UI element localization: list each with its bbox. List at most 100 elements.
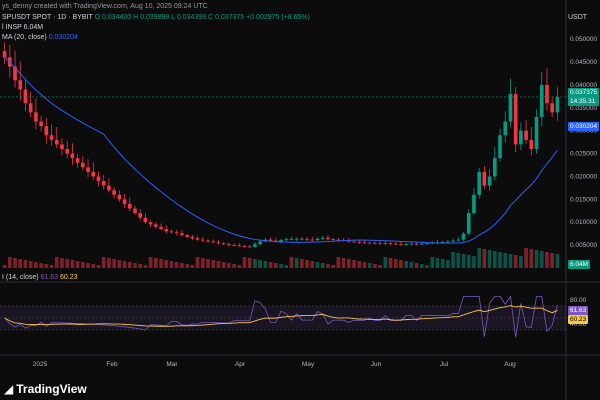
volume-bar xyxy=(326,264,330,268)
volume-bar xyxy=(206,259,210,268)
volume-bar xyxy=(383,257,388,268)
candle-body xyxy=(352,241,356,243)
price-tick-label: 0.050000 xyxy=(570,36,597,43)
rsi-legend[interactable]: I (14, close) 61.63 60.23 xyxy=(2,273,78,283)
price-tick-label: 0.020000 xyxy=(570,173,597,180)
volume-tag: 6.04M xyxy=(568,260,591,269)
volume-bar xyxy=(28,261,33,268)
volume-bar xyxy=(425,265,429,268)
volume-bar xyxy=(300,259,304,268)
candle-body xyxy=(534,116,539,149)
volume-bar xyxy=(180,263,184,268)
candle-body xyxy=(101,181,106,186)
symbol-line[interactable]: SPUSDT SPOT · 1D · BYBIT O 0.034400 H 0.… xyxy=(2,13,310,23)
time-axis-label: Apr xyxy=(235,361,246,368)
volume-bar xyxy=(513,255,518,268)
volume-bar xyxy=(216,261,221,268)
volume-bar xyxy=(409,262,414,268)
candle-body xyxy=(482,171,487,186)
candle-body xyxy=(133,208,137,214)
candle-body xyxy=(472,194,476,214)
tradingview-logo[interactable]: ◢ TradingView xyxy=(4,382,87,396)
volume-bar xyxy=(54,257,59,268)
volume-bar xyxy=(164,260,169,268)
volume-bar xyxy=(211,260,216,268)
volume-bar xyxy=(378,265,382,268)
candle-body xyxy=(154,224,158,227)
volume-bar xyxy=(498,252,502,268)
candle-body xyxy=(289,239,294,240)
volume-bar xyxy=(284,265,289,268)
volume-bar xyxy=(75,261,80,268)
rsi-line xyxy=(4,295,558,338)
volume-bar xyxy=(49,265,54,268)
candle-body xyxy=(414,243,419,245)
volume-bar xyxy=(519,256,523,268)
volume-bar xyxy=(86,263,90,268)
volume-bar xyxy=(404,261,408,268)
candle-body xyxy=(39,121,43,127)
rsi-tag: 61.63 xyxy=(568,306,589,315)
candle-body xyxy=(487,176,492,186)
candle-body xyxy=(44,126,49,136)
volume-bar xyxy=(242,257,247,268)
candle-body xyxy=(300,238,304,240)
volume-bar xyxy=(232,264,236,268)
ohlc-values: O 0.034400 H 0.039899 L 0.034399 C 0.037… xyxy=(94,14,310,21)
rsi-band xyxy=(0,306,566,330)
candle-body xyxy=(86,167,90,172)
volume-bar xyxy=(258,260,262,268)
currency-button[interactable]: USDT xyxy=(568,14,588,21)
volume-bar xyxy=(101,257,106,268)
volume-bar xyxy=(34,262,38,268)
tradingview-logo-icon: ◢ xyxy=(4,382,14,396)
ma-legend[interactable]: MA (20, close) 0.030204 xyxy=(2,33,78,43)
volume-bar xyxy=(456,253,461,268)
candle-body xyxy=(143,217,148,223)
author-line: ys_denny created with TradingView.com, A… xyxy=(2,3,208,10)
candle-body xyxy=(117,194,122,200)
candle-body xyxy=(96,176,101,182)
volume-bar xyxy=(440,259,445,268)
price-tick-label: 0.030000 xyxy=(570,128,597,135)
volume-bar xyxy=(492,251,497,268)
volume-bar xyxy=(185,264,189,268)
candle-body xyxy=(508,94,513,122)
volume-bar xyxy=(159,259,163,268)
volume-bar xyxy=(545,252,549,268)
volume-bar xyxy=(331,265,335,268)
candle-body xyxy=(49,135,54,140)
candle-body xyxy=(273,240,278,242)
volume-bar xyxy=(237,265,242,268)
time-axis-label: Jun xyxy=(371,361,382,368)
price-tick-label: 0.040000 xyxy=(570,82,597,89)
volume-bar xyxy=(539,251,544,268)
volume-bar xyxy=(195,257,200,268)
volume-legend[interactable]: l INSP 6.04M xyxy=(2,23,43,33)
volume-bar xyxy=(107,258,111,268)
candle-body xyxy=(268,239,273,241)
price-tick-label: 0.010000 xyxy=(570,219,597,226)
volume-legend-text: l INSP 6.04M xyxy=(2,24,44,31)
candle-body xyxy=(195,238,200,240)
volume-bar xyxy=(352,260,356,268)
candle-body xyxy=(294,238,299,240)
candle-body xyxy=(28,103,33,113)
candle-body xyxy=(399,244,403,245)
candle-body xyxy=(65,149,70,154)
candle-body xyxy=(320,237,325,239)
candle-body xyxy=(451,240,455,242)
volume-bar xyxy=(451,252,455,268)
price-tick-label: 0.025000 xyxy=(570,151,597,158)
volume-bar xyxy=(7,257,12,268)
candle-body xyxy=(54,139,59,145)
volume-bar xyxy=(487,250,492,268)
candle-body xyxy=(373,242,377,244)
volume-bar xyxy=(534,250,539,268)
volume-bar xyxy=(200,258,205,268)
volume-bar xyxy=(91,264,96,268)
candle-body xyxy=(127,203,132,209)
volume-bar xyxy=(524,248,528,268)
candle-body xyxy=(388,243,393,245)
